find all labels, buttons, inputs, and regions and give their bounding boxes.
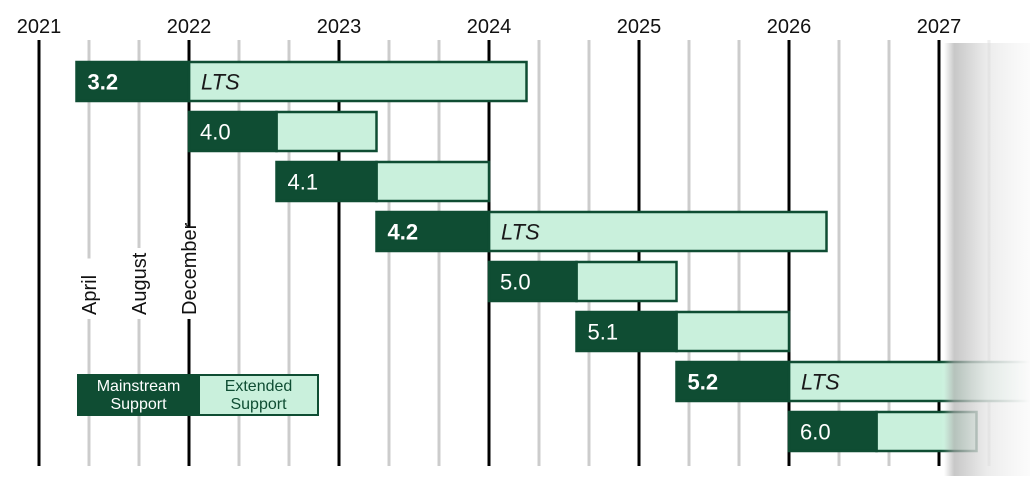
version-label: 4.0	[200, 120, 231, 145]
version-label: 4.1	[288, 170, 319, 195]
version-label: 4.2	[388, 220, 419, 245]
mainstream-support-bar	[375, 210, 491, 253]
lts-label: LTS	[501, 220, 540, 245]
month-label-background	[77, 258, 101, 319]
version-label: 5.0	[500, 270, 531, 295]
version-label: 6.0	[800, 420, 831, 445]
year-axis: 2021 2022 2023 2024 2025 2026 2027	[17, 16, 962, 38]
extended-support-bar	[675, 310, 791, 353]
year-tick-label: 2026	[767, 16, 812, 38]
year-tick-label: 2023	[317, 16, 362, 38]
version-label: 5.1	[588, 320, 619, 345]
mainstream-support-bar	[75, 60, 191, 103]
mainstream-support-bar	[675, 360, 791, 403]
mainstream-support-bar	[275, 160, 378, 203]
year-tick-label: 2021	[17, 16, 62, 38]
legend-extended-label: Extended	[225, 378, 293, 395]
extended-support-bar	[187, 60, 528, 103]
month-label: December	[179, 222, 201, 315]
mainstream-support-bar	[187, 110, 278, 153]
year-tick-label: 2025	[617, 16, 662, 38]
month-label: August	[129, 252, 151, 315]
legend-mainstream-label: Support	[110, 396, 167, 413]
extended-support-bar	[275, 110, 378, 153]
month-label-background	[177, 227, 201, 319]
mainstream-support-bar	[487, 260, 578, 303]
year-tick-label: 2022	[167, 16, 212, 38]
month-label-background	[127, 248, 151, 319]
future-shade	[944, 43, 1030, 476]
extended-support-bar	[575, 260, 678, 303]
legend-mainstream-label: Mainstream	[97, 378, 181, 395]
month-annotations: April August December	[77, 222, 201, 319]
version-label: 3.2	[88, 70, 119, 95]
legend-extended-label: Support	[230, 396, 287, 413]
future-fade-overlay	[940, 40, 1030, 476]
legend-mainstream-swatch	[77, 374, 200, 416]
extended-support-bar	[375, 160, 491, 203]
lts-label: LTS	[801, 370, 840, 395]
year-tick-label: 2027	[917, 16, 962, 38]
month-label: April	[79, 275, 101, 315]
lts-label: LTS	[201, 70, 240, 95]
legend-extended-swatch	[198, 374, 319, 416]
year-tick-label: 2024	[467, 16, 512, 38]
mainstream-support-bar	[575, 310, 678, 353]
release-bars: 3.2 LTS 4.0 4.1 4.2 LTS 5.0 5.1 5.2 LTS 6.0	[75, 60, 1030, 453]
version-label: 5.2	[688, 370, 719, 395]
mainstream-support-bar	[787, 410, 878, 453]
extended-support-bar	[487, 210, 828, 253]
